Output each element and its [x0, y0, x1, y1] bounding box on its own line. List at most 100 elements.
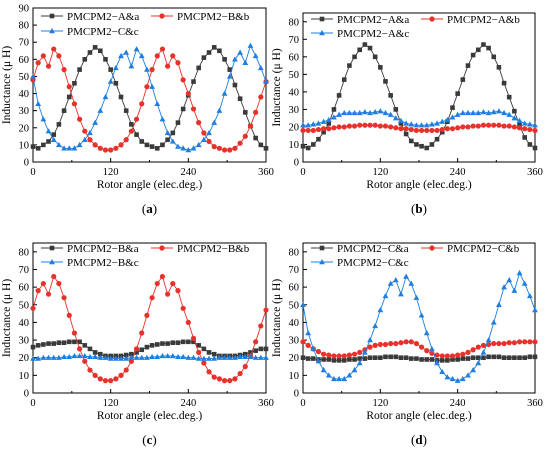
- legend-entry-3: PMCPM2−C&c: [41, 26, 139, 38]
- y-tick-label: 50: [289, 300, 300, 311]
- data-point: [325, 116, 332, 123]
- data-point: [475, 109, 482, 116]
- data-point: [185, 319, 191, 326]
- y-tick-label: 80: [289, 247, 300, 258]
- data-point: [367, 45, 373, 51]
- data-point: [449, 114, 456, 120]
- data-point: [149, 83, 155, 89]
- data-point: [123, 352, 129, 358]
- data-point: [61, 145, 67, 151]
- data-point: [414, 142, 419, 147]
- data-point: [475, 344, 481, 350]
- data-point: [237, 370, 243, 377]
- data-point: [242, 363, 248, 370]
- data-point: [66, 353, 73, 360]
- data-point: [108, 147, 114, 153]
- data-point: [331, 125, 337, 131]
- data-point: [387, 280, 394, 286]
- data-point: [393, 107, 399, 112]
- x-tick-label: 120: [103, 398, 119, 409]
- data-point: [490, 109, 497, 115]
- data-point: [341, 358, 347, 363]
- data-point: [501, 340, 507, 347]
- data-point: [418, 344, 425, 350]
- data-point: [403, 131, 409, 137]
- data-point: [517, 355, 522, 361]
- data-point: [112, 355, 119, 361]
- y-tick-label: 60: [19, 55, 30, 66]
- data-point: [361, 349, 368, 355]
- data-point: [263, 146, 269, 151]
- data-point: [175, 353, 181, 360]
- data-point: [527, 142, 533, 147]
- data-point: [321, 357, 326, 362]
- data-point: [486, 45, 491, 51]
- data-point: [144, 84, 150, 90]
- data-point: [315, 358, 322, 364]
- data-point: [258, 142, 264, 148]
- data-point: [165, 63, 171, 69]
- data-point: [413, 294, 420, 300]
- data-point: [165, 341, 170, 346]
- data-point: [248, 350, 253, 355]
- legend-label: PMCPM2−C&c: [337, 257, 409, 269]
- y-tick-label: 40: [19, 318, 30, 329]
- data-point: [61, 340, 67, 346]
- data-point: [252, 354, 259, 360]
- data-point: [139, 101, 145, 107]
- data-point: [480, 109, 487, 115]
- data-point: [35, 288, 41, 294]
- legend-marker: [159, 13, 165, 19]
- data-point: [237, 96, 243, 101]
- data-point: [532, 307, 538, 313]
- data-point: [393, 340, 399, 347]
- data-point: [160, 341, 165, 346]
- data-point: [434, 120, 440, 126]
- y-tick-label: 30: [289, 336, 300, 347]
- data-point: [206, 50, 212, 55]
- data-point: [180, 339, 186, 345]
- data-point: [382, 123, 389, 129]
- data-point: [444, 374, 451, 380]
- data-point: [455, 357, 460, 362]
- data-point: [149, 67, 155, 73]
- data-point: [320, 367, 327, 373]
- data-point: [154, 280, 160, 287]
- x-tick-label: 360: [527, 167, 543, 178]
- data-point: [196, 343, 201, 348]
- data-point: [108, 67, 113, 72]
- data-point: [480, 342, 487, 348]
- data-point: [123, 355, 130, 361]
- data-point: [50, 354, 57, 360]
- y-tick-label: 20: [289, 122, 300, 133]
- data-point: [496, 340, 502, 347]
- data-point: [45, 291, 52, 297]
- x-tick-label: 0: [300, 167, 305, 178]
- data-point: [102, 378, 109, 384]
- data-point: [237, 140, 243, 146]
- data-point: [485, 337, 492, 343]
- data-point: [129, 122, 134, 127]
- data-point: [232, 82, 238, 88]
- legend-label: PMCPM2−C&b: [447, 243, 520, 255]
- y-tick-label: 80: [289, 17, 300, 28]
- data-point: [521, 280, 528, 286]
- y-tick-label: 20: [19, 123, 30, 134]
- data-point: [506, 94, 512, 100]
- data-point: [97, 354, 104, 360]
- data-point: [506, 340, 512, 346]
- data-point: [87, 353, 93, 360]
- data-point: [367, 122, 373, 128]
- y-axis-label: Inductance (μ H): [271, 279, 283, 357]
- data-point: [511, 340, 517, 346]
- data-point: [481, 355, 486, 361]
- data-point: [211, 119, 218, 125]
- data-point: [227, 67, 233, 72]
- y-axis-label: Inductance (μ H): [271, 48, 283, 126]
- y-tick-label: 0: [24, 158, 29, 169]
- data-point: [459, 375, 466, 382]
- data-point: [175, 288, 181, 294]
- x-axis-label: Rotor angle (elec.deg.): [97, 410, 203, 422]
- data-point: [501, 80, 507, 86]
- data-point: [300, 143, 306, 149]
